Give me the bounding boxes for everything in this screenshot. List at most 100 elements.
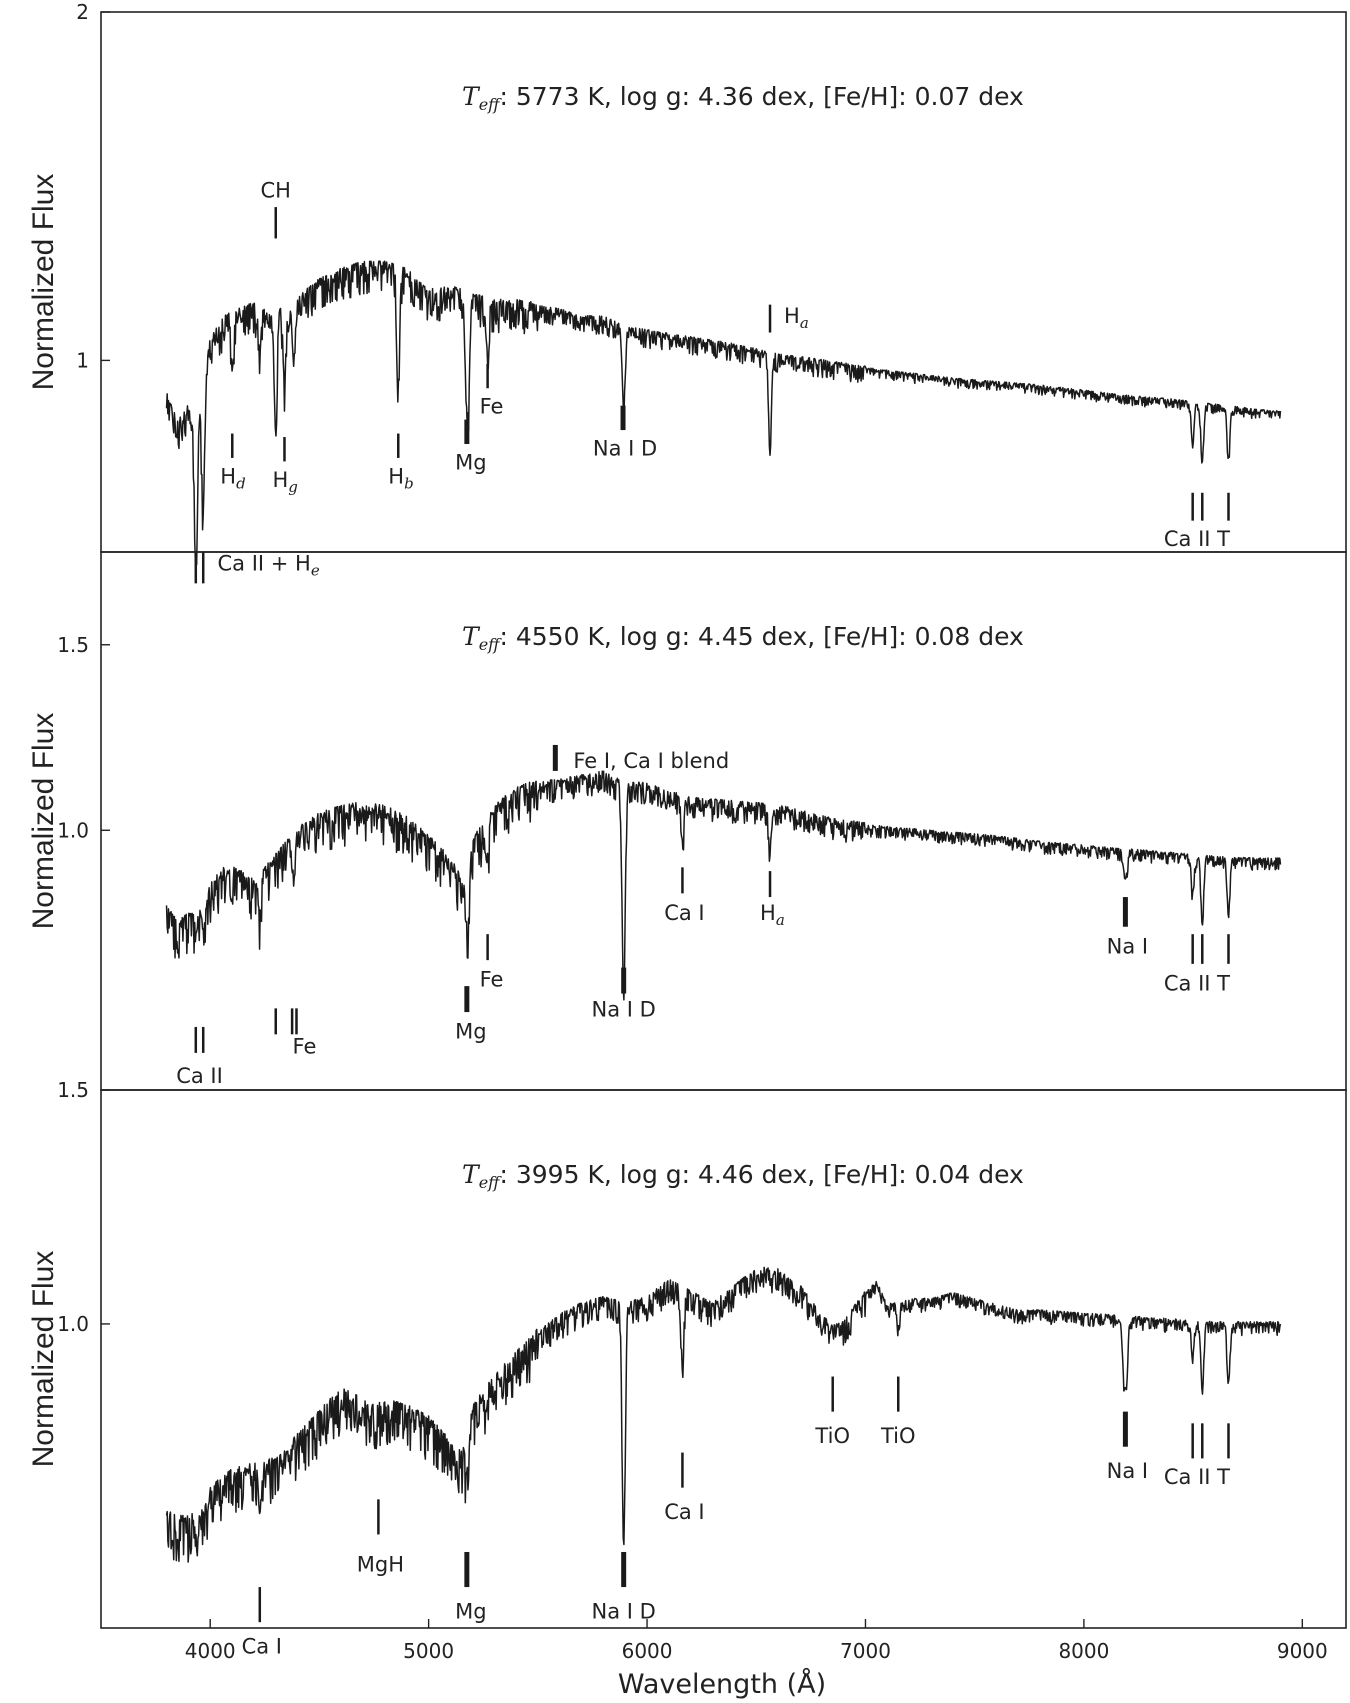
marker-label-subscript: a [776, 911, 785, 929]
x-tick-label: 9000 [1277, 1639, 1328, 1663]
line-marker: Hb [388, 433, 414, 492]
marker-label: Na I D [592, 997, 656, 1021]
parameter-values: : 5773 K, log g: 4.36 dex, [Fe/H]: 0.07 … [500, 82, 1024, 111]
marker-label: Hb [388, 464, 413, 492]
marker-label: Ha [784, 304, 809, 332]
marker-label-text: Mg [455, 1599, 486, 1623]
y-tick-label: 1.5 [57, 1078, 89, 1102]
y-tick-label: 1.0 [57, 1312, 89, 1336]
marker-label-text: Fe [293, 1034, 317, 1058]
marker-label-text: H [760, 901, 776, 925]
line-marker: Ca I [664, 867, 705, 925]
marker-label: TiO [814, 1424, 850, 1448]
x-axis: 4000 5000 6000 7000 8000 9000 [185, 1619, 1328, 1663]
marker-label: Na I D [592, 1599, 656, 1623]
marker-label: Fe [480, 968, 504, 992]
marker-label: Ha [760, 901, 785, 929]
marker-label-text: H [388, 464, 404, 488]
line-marker: Ca II T [1164, 492, 1230, 551]
marker-label: Ca II + He [218, 551, 320, 579]
y-tick-label: 2 [76, 0, 89, 24]
marker-label-subscript: g [288, 478, 298, 496]
teff-subscript: eff [479, 635, 502, 654]
marker-label-text: MgH [357, 1553, 404, 1577]
teff-subscript: eff [479, 95, 502, 114]
marker-label-text: Ca II + H [218, 551, 311, 575]
marker-label-text: Na I [1107, 934, 1148, 958]
line-marker: Mg [455, 419, 487, 474]
marker-label-text: Na I [1107, 1459, 1148, 1483]
marker-label-text: Ca I [664, 901, 704, 925]
marker-label: Ca II T [1164, 527, 1230, 551]
marker-label: Fe [293, 1034, 317, 1058]
marker-label-subscript: b [404, 474, 414, 492]
panel-middle: 1.0 1.5 1.5 Normalized Flux Teff: 4550 K, lo… [27, 551, 1347, 1102]
marker-label-text: Fe [480, 395, 504, 419]
marker-label: Ca I [664, 1500, 704, 1524]
line-marker: Ca I [664, 1452, 705, 1524]
line-marker: Fe I, Ca I blend [552, 744, 729, 773]
line-marker: Ha [768, 304, 809, 333]
teff-subscript: eff [479, 1173, 502, 1192]
y-tick-label: 1 [76, 348, 89, 372]
marker-label-text: TiO [880, 1424, 916, 1448]
marker-label: Ca I [664, 901, 704, 925]
line-marker: Ca II T [1164, 1423, 1230, 1489]
marker-label: TiO [880, 1424, 916, 1448]
marker-label: Mg [455, 1599, 486, 1623]
marker-label-subscript: a [800, 314, 809, 332]
marker-label: Ca I [242, 1635, 282, 1659]
panel-top: 1 2 Normalized Flux Teff: 5773 K, log g: 4.… [27, 0, 1347, 584]
marker-label: MgH [357, 1553, 404, 1577]
marker-label: CH [261, 179, 291, 203]
marker-label-subscript: e [311, 561, 320, 579]
line-marker: Ha [760, 871, 785, 929]
marker-label-subscript: d [236, 474, 246, 492]
marker-label-text: CH [261, 179, 291, 203]
x-tick-label: 6000 [622, 1639, 673, 1663]
marker-label-text: H [784, 304, 800, 328]
x-tick-label: 8000 [1058, 1639, 1109, 1663]
line-marker: Hg [272, 437, 298, 496]
marker-label: Hg [272, 468, 297, 496]
line-marker: Mg [455, 986, 487, 1044]
line-marker: Na I [1107, 897, 1148, 958]
line-marker: Na I D [592, 967, 656, 1021]
line-marker: CH [261, 179, 291, 239]
marker-label-text: TiO [814, 1424, 850, 1448]
marker-label: Ca II T [1164, 971, 1230, 995]
line-marker: Fe [480, 934, 504, 992]
y-axis-label: Normalized Flux [27, 174, 60, 391]
y-tick-label: 1.5 [57, 633, 89, 657]
parameter-values: : 3995 K, log g: 4.46 dex, [Fe/H]: 0.04 … [500, 1160, 1024, 1189]
marker-label-text: H [272, 468, 288, 492]
marker-label-text: Fe I, Ca I blend [573, 749, 729, 773]
line-marker: Na I D [593, 405, 657, 460]
marker-label-text: Fe [480, 968, 504, 992]
marker-label-text: Mg [455, 450, 486, 474]
stellar-parameters: Teff: 3995 K, log g: 4.46 dex, [Fe/H]: 0… [462, 1160, 1024, 1192]
line-marker: Na I [1107, 1411, 1148, 1483]
marker-label: Ca II [176, 1064, 223, 1088]
x-tick-label: 4000 [185, 1639, 236, 1663]
marker-label: Fe I, Ca I blend [573, 749, 729, 773]
x-axis-label: Wavelength (Å) [618, 1668, 826, 1700]
marker-label: Na I D [593, 436, 657, 460]
marker-label-text: Ca II [176, 1064, 223, 1088]
line-marker: Ca II [176, 1026, 223, 1088]
spectrum-line [165, 260, 1282, 566]
marker-label-text: Ca I [664, 1500, 704, 1524]
marker-label-text: Na I D [592, 1599, 656, 1623]
marker-label-text: Ca II T [1164, 971, 1230, 995]
marker-label-text: Ca II T [1164, 1465, 1230, 1489]
stellar-parameters: Teff: 5773 K, log g: 4.36 dex, [Fe/H]: 0… [462, 82, 1024, 114]
line-marker: Mg [455, 1551, 487, 1623]
y-axis-label: Normalized Flux [27, 1251, 60, 1468]
stellar-parameters: Teff: 4550 K, log g: 4.45 dex, [Fe/H]: 0… [462, 622, 1024, 654]
marker-label: Na I [1107, 1459, 1148, 1483]
marker-label-text: Ca I [242, 1635, 282, 1659]
marker-label: Na I [1107, 934, 1148, 958]
line-marker: MgH [357, 1499, 404, 1577]
